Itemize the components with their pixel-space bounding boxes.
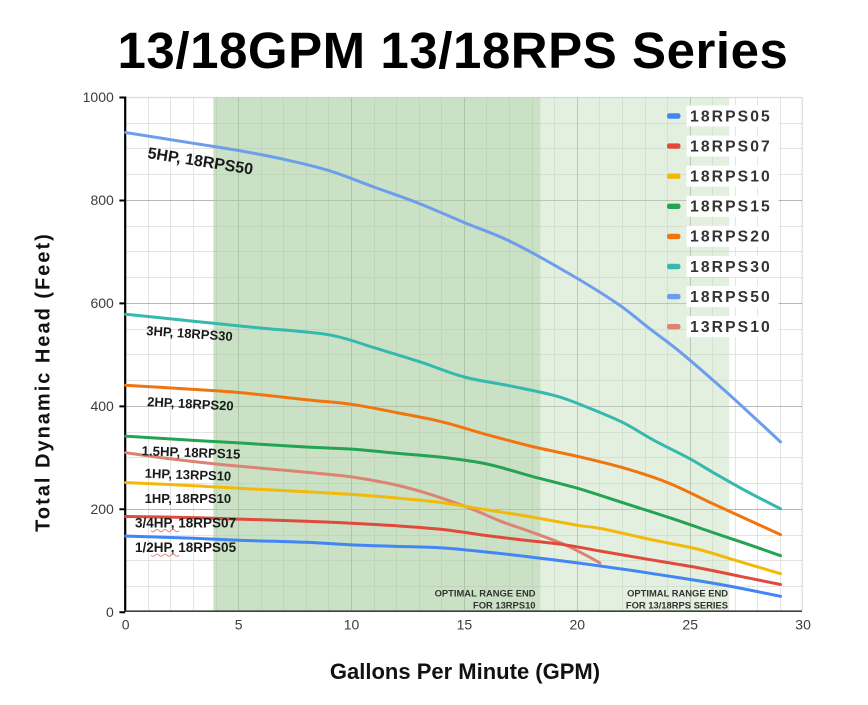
svg-text:200: 200 bbox=[90, 501, 114, 517]
svg-text:FOR 13/18RPS SERIES: FOR 13/18RPS SERIES bbox=[626, 600, 728, 611]
svg-text:600: 600 bbox=[90, 295, 114, 311]
svg-text:18RPS07: 18RPS07 bbox=[690, 138, 772, 155]
svg-text:OPTIMAL RANGE END: OPTIMAL RANGE END bbox=[627, 588, 728, 599]
svg-text:3/4HP, 18RPS07: 3/4HP, 18RPS07 bbox=[135, 516, 236, 531]
svg-text:1000: 1000 bbox=[83, 89, 114, 105]
svg-text:1.5HP, 18RPS15: 1.5HP, 18RPS15 bbox=[141, 443, 240, 461]
svg-text:15: 15 bbox=[457, 616, 473, 632]
svg-text:10: 10 bbox=[344, 616, 360, 632]
svg-text:18RPS15: 18RPS15 bbox=[690, 199, 772, 216]
svg-text:25: 25 bbox=[682, 616, 698, 632]
svg-text:18RPS10: 18RPS10 bbox=[690, 169, 772, 186]
svg-text:30: 30 bbox=[795, 616, 811, 632]
svg-text:18RPS05: 18RPS05 bbox=[690, 108, 772, 125]
svg-text:1HP, 18RPS10: 1HP, 18RPS10 bbox=[145, 491, 232, 506]
svg-text:20: 20 bbox=[570, 616, 586, 632]
svg-text:0: 0 bbox=[106, 604, 114, 620]
svg-text:18RPS30: 18RPS30 bbox=[690, 259, 772, 276]
svg-text:OPTIMAL RANGE END: OPTIMAL RANGE END bbox=[435, 588, 536, 599]
svg-text:2HP, 18RPS20: 2HP, 18RPS20 bbox=[147, 394, 234, 414]
svg-text:13RPS10: 13RPS10 bbox=[690, 319, 772, 336]
svg-text:18RPS50: 18RPS50 bbox=[690, 289, 772, 306]
svg-text:3HP, 18RPS30: 3HP, 18RPS30 bbox=[146, 323, 233, 344]
svg-text:FOR 13RPS10: FOR 13RPS10 bbox=[473, 600, 536, 611]
svg-text:18RPS20: 18RPS20 bbox=[690, 229, 772, 246]
svg-text:0: 0 bbox=[122, 616, 130, 632]
svg-text:1/2HP, 18RPS05: 1/2HP, 18RPS05 bbox=[135, 540, 237, 555]
svg-text:400: 400 bbox=[90, 398, 114, 414]
svg-text:1HP, 13RPS10: 1HP, 13RPS10 bbox=[144, 466, 231, 484]
svg-text:800: 800 bbox=[90, 192, 114, 208]
svg-text:5: 5 bbox=[235, 616, 243, 632]
